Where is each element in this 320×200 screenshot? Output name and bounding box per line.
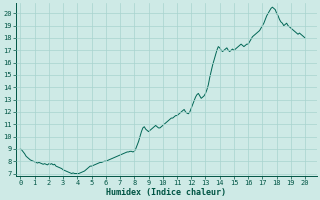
- X-axis label: Humidex (Indice chaleur): Humidex (Indice chaleur): [106, 188, 226, 197]
